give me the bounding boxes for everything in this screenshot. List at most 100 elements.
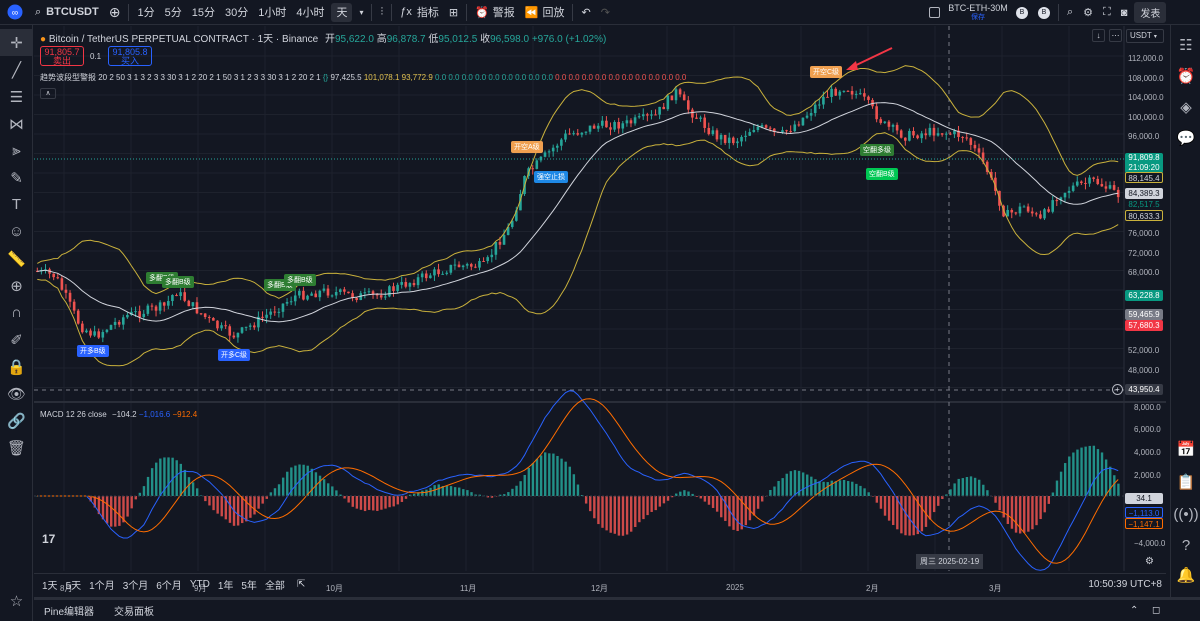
compare-symbol-button[interactable]: ⊕ <box>104 0 126 25</box>
emoji-icon[interactable]: ☺ <box>8 223 25 240</box>
position-icon[interactable]: ⫸ <box>12 142 21 159</box>
range-1y[interactable]: 1年 <box>217 581 234 592</box>
maximize-panel-icon[interactable]: ◻ <box>1152 605 1161 616</box>
bell-icon[interactable]: 🔔 <box>1176 566 1196 584</box>
interval-4h[interactable]: 4小时 <box>296 7 325 19</box>
chart-area[interactable]: ● Bitcoin / TetherUS PERPETUAL CONTRACT … <box>34 26 1166 593</box>
range-1d[interactable]: 1天 <box>42 581 58 592</box>
currency-select[interactable]: USDT ▾ <box>1126 29 1164 43</box>
indicators-button[interactable]: ƒx 指标 <box>395 0 444 25</box>
crosshair-icon[interactable]: ✛ <box>0 29 33 56</box>
range-6m[interactable]: 6个月 <box>156 581 182 592</box>
braces-icon: {} <box>322 73 329 82</box>
magnet-icon[interactable]: ∩ <box>11 304 22 321</box>
brush-icon[interactable]: ✎ <box>10 169 23 187</box>
app-logo-icon[interactable]: ∞ <box>0 0 30 25</box>
sell-button[interactable]: 91,805.7 卖出 <box>40 46 84 66</box>
collapse-legend-button[interactable]: ∧ <box>40 88 56 99</box>
undo-button[interactable]: ↶ <box>576 0 595 25</box>
alerts-icon[interactable]: ⏰ <box>1176 67 1196 85</box>
clock-time[interactable]: 10:50:39 UTC+8 <box>1088 579 1162 590</box>
lock-pencil-icon[interactable]: ✐ <box>10 331 23 349</box>
watchlist-icon[interactable]: ☷ <box>1179 36 1193 54</box>
interval-dropdown-icon[interactable]: ▾ <box>359 7 364 17</box>
more-button[interactable]: ⋯ <box>1109 29 1122 42</box>
fib-retracement-icon[interactable]: ☰ <box>9 88 24 106</box>
legend-title[interactable]: Bitcoin / TetherUS PERPETUAL CONTRACT · … <box>48 34 319 45</box>
trash-icon[interactable]: 🗑 <box>6 439 27 457</box>
candle-body <box>793 124 797 132</box>
lock-icon[interactable]: 🔒 <box>7 358 26 376</box>
help-icon[interactable]: ? <box>1181 537 1191 554</box>
fullscreen-button[interactable]: ⛶ <box>1098 0 1116 25</box>
quick-search-button[interactable]: ⌕ <box>1062 0 1078 25</box>
interval-1m[interactable]: 1分 <box>137 7 155 19</box>
trading-panel-tab[interactable]: 交易面板 <box>114 607 155 618</box>
time-axis-label: 12月 <box>591 584 608 593</box>
scroll-down-button[interactable]: ↓ <box>1092 29 1105 42</box>
star-icon[interactable]: ☆ <box>9 592 24 610</box>
macd-histogram-bar <box>494 496 498 497</box>
chat-icon[interactable]: 💬 <box>1176 129 1196 147</box>
interval-1d[interactable]: 天 <box>331 2 353 22</box>
macd-name[interactable]: MACD 12 26 close <box>40 410 107 419</box>
macd-histogram-bar <box>715 496 719 512</box>
goto-date-icon[interactable]: ⇱ <box>296 579 306 590</box>
candle-body <box>797 124 801 126</box>
templates-button[interactable]: ⊞ <box>444 0 463 25</box>
settings-button[interactable]: ⚙ <box>1078 0 1098 25</box>
link-icon[interactable]: 🔗 <box>7 412 26 430</box>
publish-button[interactable]: 发表 <box>1134 2 1167 23</box>
range-ytd[interactable]: YTD <box>189 579 210 590</box>
interval-30m[interactable]: 30分 <box>224 7 249 19</box>
screenshot-button[interactable]: ◙ <box>1116 0 1133 25</box>
macd-histogram-bar <box>650 496 653 512</box>
macd-histogram-bar <box>642 496 645 520</box>
add-alert-plus-icon[interactable]: + <box>1112 384 1123 395</box>
interval-5m[interactable]: 5分 <box>164 7 182 19</box>
pattern-icon[interactable]: ⋈ <box>9 115 24 133</box>
buy-button[interactable]: 91,805.8 买入 <box>108 46 152 66</box>
chart-type-button[interactable]: ⫶ <box>375 0 388 25</box>
eye-icon[interactable]: 👁 <box>6 385 27 403</box>
candle-body <box>253 325 256 328</box>
interval-1h[interactable]: 1小时 <box>258 7 287 19</box>
range-1m[interactable]: 1个月 <box>89 581 115 592</box>
symbol-search-button[interactable]: ⌕ BTCUSDT <box>30 0 104 25</box>
macd-histogram-bar <box>437 484 440 496</box>
replay-button[interactable]: ⏪ 回放 <box>520 0 570 25</box>
signal-icon[interactable]: ((•)) <box>1173 506 1199 523</box>
ruler-icon[interactable]: 📏 <box>7 250 26 268</box>
range-5y[interactable]: 5年 <box>241 581 257 592</box>
notes-icon[interactable]: 📋 <box>1176 473 1196 491</box>
indicator-name[interactable]: 趋势波段型警报 20 2 50 3 1 3 2 3 3 30 3 1 2 20 … <box>40 73 321 82</box>
redo-button[interactable]: ↷ <box>596 0 615 25</box>
candle-body <box>281 303 285 312</box>
alert-button[interactable]: ⏰ 警报 <box>470 0 520 25</box>
trendline-icon[interactable]: ╱ <box>11 61 22 79</box>
account-avatar-2[interactable]: B <box>1033 0 1055 25</box>
expand-panel-icon[interactable]: ⌃ <box>1130 605 1139 616</box>
candle-body <box>969 138 973 145</box>
calendar-icon[interactable]: 📅 <box>1176 440 1196 458</box>
layout-checkbox[interactable] <box>924 0 945 25</box>
candle-body <box>338 289 342 292</box>
interval-15m[interactable]: 15分 <box>191 7 215 19</box>
account-avatar-1[interactable]: B <box>1011 0 1033 25</box>
open-label: 开 <box>324 34 335 45</box>
candle-body <box>470 264 473 267</box>
range-5d[interactable]: 5天 <box>65 581 82 592</box>
zoom-in-icon[interactable]: ⊕ <box>10 277 23 295</box>
layers-icon[interactable]: ◈ <box>1180 98 1192 116</box>
range-3m[interactable]: 3个月 <box>122 581 149 592</box>
candle-body <box>887 121 891 127</box>
text-icon[interactable]: T <box>11 196 22 213</box>
candle-body <box>539 156 543 161</box>
range-all[interactable]: 全部 <box>264 581 285 592</box>
pine-editor-tab[interactable]: Pine编辑器 <box>44 607 95 618</box>
time-axis-settings-icon[interactable]: ⚙ <box>1145 556 1154 567</box>
price-chart[interactable] <box>34 26 1166 571</box>
macd-histogram-bar <box>887 496 891 521</box>
layout-name-button[interactable]: BTC-ETH-30M 保存 <box>945 3 1011 22</box>
candle-body <box>1088 177 1091 184</box>
